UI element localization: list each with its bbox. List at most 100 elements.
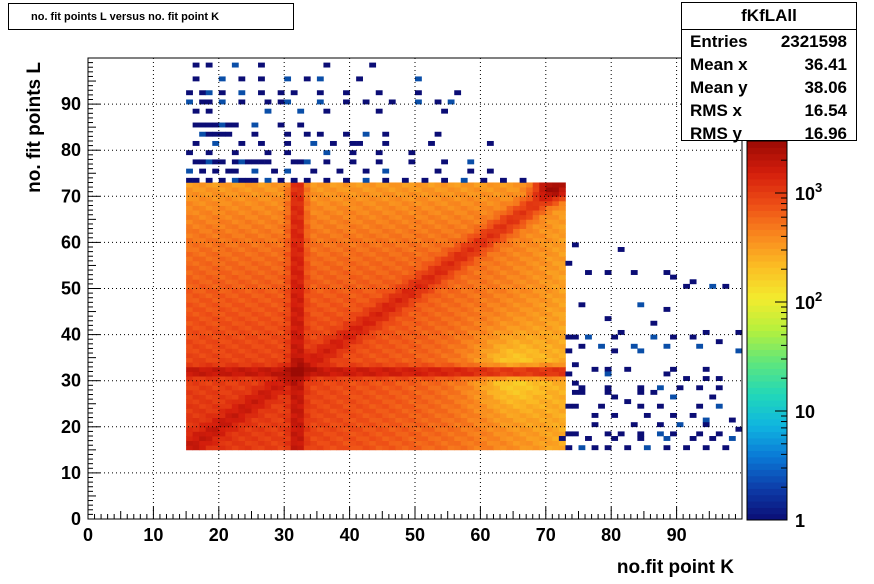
heatmap-bin: [349, 422, 357, 428]
heatmap-bin: [323, 191, 331, 197]
heatmap-bin: [558, 389, 566, 395]
x-tick-label: 90: [667, 525, 687, 545]
heatmap-bin: [192, 237, 200, 243]
heatmap-bin: [303, 279, 311, 285]
heatmap-bin: [434, 279, 442, 285]
heatmap-bin: [480, 343, 488, 349]
sparse-bin: [709, 394, 717, 400]
heatmap-bin: [277, 334, 285, 340]
heatmap-bin: [415, 357, 422, 363]
heatmap-bin: [473, 385, 481, 391]
heatmap-bin: [192, 339, 200, 345]
heatmap-bin: [493, 187, 501, 193]
heatmap-bin: [258, 196, 265, 202]
color-scale-step: [747, 286, 787, 294]
sparse-bin: [251, 159, 259, 165]
heatmap-bin: [421, 219, 429, 225]
heatmap-bin: [316, 182, 324, 188]
heatmap-bin: [205, 210, 213, 216]
sparse-bin: [683, 445, 690, 451]
heatmap-bin: [486, 242, 494, 248]
heatmap-bin: [264, 242, 272, 248]
heatmap-bin: [290, 440, 298, 446]
sparse-bin: [218, 159, 226, 165]
heatmap-bin: [552, 288, 560, 294]
heatmap-bin: [251, 371, 259, 377]
heatmap-bin: [199, 440, 207, 446]
x-tick-label: 50: [405, 525, 425, 545]
heatmap-bin: [421, 426, 429, 432]
heatmap-bin: [251, 288, 259, 294]
heatmap-bin: [421, 200, 429, 206]
heatmap-bin: [467, 247, 475, 253]
heatmap-bin: [329, 219, 337, 225]
heatmap-bin: [395, 316, 403, 322]
heatmap-bin: [225, 196, 233, 202]
heatmap-bin: [205, 274, 213, 280]
heatmap-bin: [519, 357, 527, 363]
heatmap-bin: [212, 237, 220, 243]
sparse-bin: [284, 76, 292, 82]
heatmap-bin: [421, 283, 429, 289]
heatmap-bin: [513, 214, 521, 220]
heatmap-bin: [244, 242, 252, 248]
heatmap-bin: [186, 265, 194, 271]
heatmap-bin: [375, 436, 383, 442]
sparse-bin: [630, 422, 638, 428]
heatmap-bin: [271, 348, 279, 354]
heatmap-bin: [303, 182, 311, 188]
heatmap-bin: [500, 371, 507, 377]
heatmap-bin: [382, 412, 390, 418]
heatmap-bin: [336, 394, 344, 400]
heatmap-bin: [212, 394, 220, 400]
heatmap-bin: [199, 205, 207, 211]
heatmap-bin: [545, 445, 553, 451]
heatmap-bin: [356, 219, 364, 225]
heatmap-bin: [500, 329, 507, 335]
stats-row-entries: Entries 2321598: [682, 30, 856, 53]
sparse-bin: [650, 334, 658, 340]
heatmap-bin: [362, 431, 370, 437]
heatmap-bin: [539, 311, 547, 317]
heatmap-bin: [225, 389, 233, 395]
heatmap-bin: [212, 403, 220, 409]
heatmap-bin: [506, 311, 514, 317]
sparse-bin: [604, 385, 612, 391]
color-scale-step: [747, 254, 787, 262]
heatmap-bin: [186, 357, 194, 363]
color-scale-step: [747, 279, 787, 287]
heatmap-bin: [375, 237, 383, 243]
heatmap-bin: [434, 187, 442, 193]
heatmap-bin: [225, 329, 233, 335]
heatmap-bin: [460, 334, 468, 340]
heatmap-bin: [441, 408, 449, 414]
heatmap-bin: [526, 389, 534, 395]
heatmap-bin: [513, 223, 521, 229]
heatmap-bin: [199, 228, 207, 234]
heatmap-bin: [506, 233, 514, 239]
heatmap-bin: [493, 343, 501, 349]
heatmap-bin: [513, 283, 521, 289]
heatmap-bin: [480, 274, 488, 280]
heatmap-bin: [401, 357, 409, 363]
heatmap-bin: [480, 348, 488, 354]
heatmap-bin: [310, 242, 318, 248]
heatmap-bin: [205, 302, 213, 308]
heatmap-bin: [349, 256, 357, 262]
heatmap-bin: [212, 288, 220, 294]
heatmap-bin: [545, 311, 553, 317]
heatmap-bin: [506, 279, 514, 285]
heatmap-bin: [231, 297, 239, 303]
heatmap-bin: [277, 247, 285, 253]
heatmap-bin: [186, 233, 194, 239]
heatmap-bin: [395, 279, 403, 285]
heatmap-bin: [454, 339, 462, 345]
heatmap-bin: [212, 223, 220, 229]
heatmap-bin: [356, 320, 364, 326]
heatmap-bin: [356, 431, 364, 437]
heatmap-bin: [238, 279, 246, 285]
heatmap-bin: [395, 353, 403, 359]
heatmap-bin: [264, 357, 272, 363]
heatmap-bin: [388, 348, 396, 354]
sparse-bin: [565, 371, 573, 377]
